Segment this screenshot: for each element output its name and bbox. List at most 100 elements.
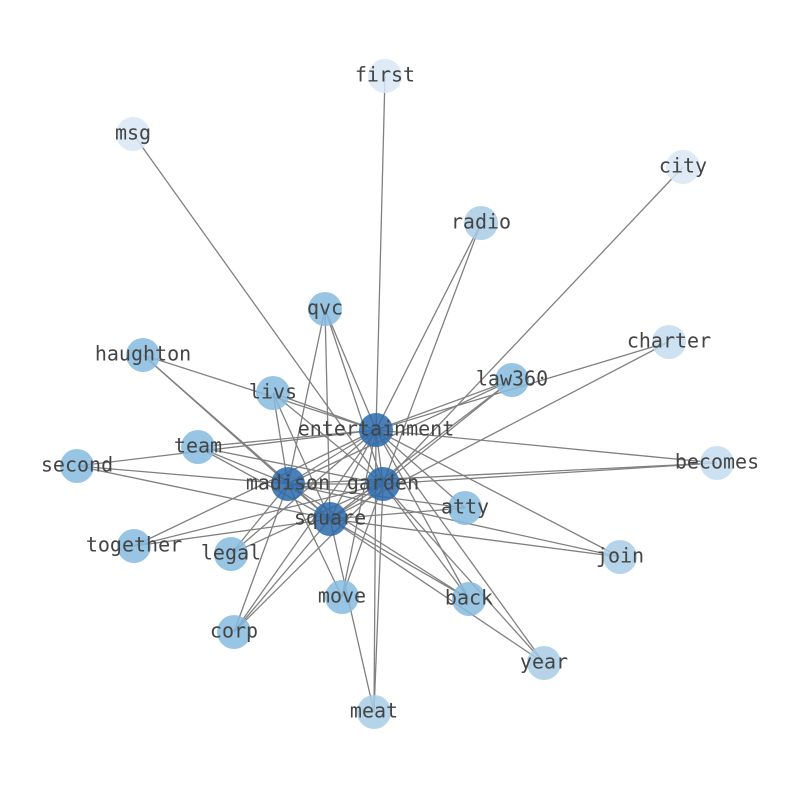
node-label: meat xyxy=(350,699,398,723)
node xyxy=(60,449,94,483)
edge xyxy=(76,465,289,485)
edge xyxy=(287,429,377,485)
node-label: city xyxy=(659,154,707,178)
node-label: team xyxy=(174,434,222,458)
edge xyxy=(341,429,377,598)
edge xyxy=(375,429,545,664)
node xyxy=(666,150,700,184)
edge xyxy=(287,483,343,598)
labels: first msg city radio qvc charter haughton law36… xyxy=(41,63,759,723)
node xyxy=(313,502,347,536)
edge xyxy=(272,392,384,485)
edge xyxy=(382,483,470,600)
edge xyxy=(375,429,466,509)
node xyxy=(366,467,400,501)
node xyxy=(359,413,393,447)
edge xyxy=(375,429,718,464)
edge xyxy=(233,518,331,633)
node-label: charter xyxy=(627,329,711,353)
edge xyxy=(329,518,470,600)
edge xyxy=(233,429,377,633)
node xyxy=(527,646,561,680)
node-label: atty xyxy=(441,495,489,519)
node xyxy=(271,467,305,501)
edge xyxy=(375,429,621,558)
node-label: entertainment xyxy=(298,417,455,441)
edge xyxy=(76,465,331,520)
node-label: move xyxy=(318,584,366,608)
edge xyxy=(133,483,384,547)
node xyxy=(700,446,734,480)
edge xyxy=(382,483,545,664)
edge xyxy=(287,483,470,600)
edge xyxy=(76,429,377,467)
edge xyxy=(230,483,384,555)
edge xyxy=(375,222,482,431)
node xyxy=(214,537,248,571)
edge xyxy=(329,507,466,520)
edge xyxy=(272,392,331,520)
node xyxy=(325,580,359,614)
edge xyxy=(373,483,384,713)
edge xyxy=(287,462,718,485)
node xyxy=(181,430,215,464)
node-label: together xyxy=(86,533,182,557)
edge xyxy=(133,429,377,547)
node-label: law360 xyxy=(476,367,548,391)
node xyxy=(652,325,686,359)
edge xyxy=(233,483,289,633)
node-label: back xyxy=(445,586,493,610)
edge xyxy=(329,379,513,520)
node-label: legal xyxy=(201,541,261,565)
node-label: square xyxy=(294,506,366,530)
node xyxy=(117,529,151,563)
edge xyxy=(329,518,375,713)
node-label: haughton xyxy=(95,342,191,366)
edge xyxy=(375,379,513,431)
node-label: radio xyxy=(451,210,511,234)
edge xyxy=(272,392,377,431)
edge xyxy=(287,308,326,485)
edges xyxy=(76,75,718,713)
node-label: second xyxy=(41,453,113,477)
node-label: livs xyxy=(249,380,297,404)
nodes xyxy=(60,59,734,729)
edge xyxy=(197,429,377,448)
node xyxy=(452,582,486,616)
node xyxy=(464,206,498,240)
node xyxy=(603,540,637,574)
edge xyxy=(324,308,377,431)
node xyxy=(217,615,251,649)
edge xyxy=(375,75,386,431)
edge xyxy=(329,518,545,664)
edge xyxy=(233,483,384,633)
edge xyxy=(382,379,513,485)
node-label: msg xyxy=(115,121,151,145)
node-label: garden xyxy=(347,471,419,495)
node xyxy=(308,292,342,326)
node-label: first xyxy=(355,63,415,87)
node-label: join xyxy=(596,544,644,568)
edge xyxy=(132,133,384,485)
node-label: corp xyxy=(210,619,258,643)
edge xyxy=(197,446,384,485)
edge xyxy=(375,429,470,600)
edge xyxy=(324,308,384,485)
node xyxy=(357,695,391,729)
node xyxy=(368,59,402,93)
edge xyxy=(230,429,377,555)
edge xyxy=(329,518,621,558)
node xyxy=(256,376,290,410)
edge xyxy=(382,222,482,485)
edge xyxy=(382,462,718,485)
node xyxy=(126,338,160,372)
node xyxy=(448,491,482,525)
node-label: year xyxy=(520,650,568,674)
node-label: qvc xyxy=(307,296,343,320)
node xyxy=(116,117,150,151)
node-label: becomes xyxy=(675,450,759,474)
edge xyxy=(382,166,684,485)
node xyxy=(495,363,529,397)
node-label: madison xyxy=(246,471,330,495)
